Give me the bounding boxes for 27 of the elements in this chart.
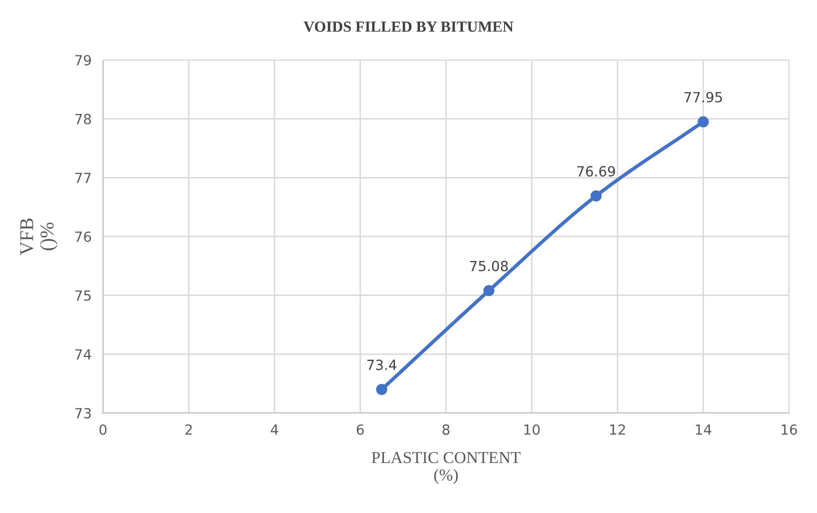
point (376, 384, 388, 396)
x-tick-label: 8 (442, 424, 450, 435)
x-tick-label: 0 (99, 424, 106, 435)
x-tick-label: 14 (696, 424, 712, 435)
x-axis-title: PLASTIC CONTENT (%) (372, 452, 520, 484)
point (590, 190, 602, 202)
y-tick-label: 76 (75, 231, 92, 242)
y-tick-label: 78 (75, 114, 91, 124)
y-tick-label: 77 (75, 172, 91, 183)
x-tick-label: 10 (524, 424, 540, 435)
data-label: 77.95 (684, 92, 722, 102)
data-label: 75.08 (470, 260, 508, 272)
point (483, 285, 494, 296)
chart-title: VOIDS FILLED BY BITUMEN (304, 22, 514, 32)
x-tick-label: 4 (270, 424, 278, 435)
y-axis-title: VFB ()% (20, 218, 58, 256)
data-label: 76.69 (577, 166, 615, 177)
x-tick-label: 2 (185, 424, 192, 435)
y-tick-label: 75 (75, 290, 91, 301)
y-tick-label: 74 (75, 349, 92, 360)
x-tick-label: 12 (610, 424, 625, 435)
point (698, 116, 709, 128)
x-tick-label: 16 (782, 424, 797, 435)
data-label: 73.4 (367, 360, 396, 370)
x-tick-label: 6 (356, 424, 364, 435)
y-tick-label: 79 (75, 54, 91, 66)
y-tick-label: 73 (75, 408, 91, 418)
